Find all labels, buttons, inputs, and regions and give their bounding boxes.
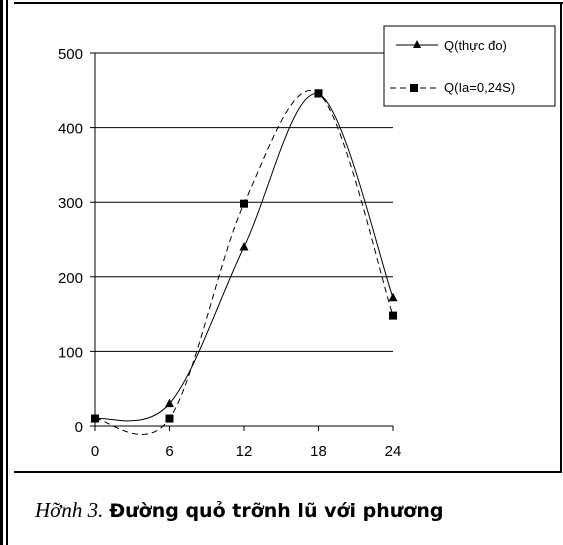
legend: Q(thực đo) Q(Ia=0,24S) bbox=[383, 25, 556, 107]
legend-marker-square bbox=[410, 84, 418, 92]
x-tick-label: 24 bbox=[385, 443, 402, 460]
left-border-outer bbox=[0, 0, 3, 545]
chart-bottom-border bbox=[14, 471, 562, 473]
data-point-triangle bbox=[239, 241, 249, 251]
legend-label-measured: Q(thực đo) bbox=[444, 38, 507, 53]
data-point-square bbox=[240, 199, 248, 208]
figure-caption: Hỡnh 3. Đường quỏ trỡnh lũ với phương bbox=[35, 498, 560, 523]
series bbox=[90, 89, 398, 435]
data-point-square bbox=[91, 414, 99, 423]
figure-label: Hỡnh 3. bbox=[35, 498, 104, 522]
axes: 0 100 200 300 400 500 0 6 12 18 24 bbox=[58, 46, 401, 460]
data-point-square bbox=[314, 89, 323, 98]
y-tick-label: 300 bbox=[58, 195, 83, 212]
data-point-square bbox=[389, 311, 397, 320]
data-point-square bbox=[165, 414, 174, 423]
x-tick-label: 18 bbox=[310, 443, 327, 460]
y-tick-label: 100 bbox=[58, 344, 83, 361]
series-line-1 bbox=[94, 93, 394, 422]
x-tick-label: 12 bbox=[236, 443, 253, 460]
series-line-2 bbox=[94, 90, 394, 435]
data-point-triangle bbox=[388, 292, 398, 302]
x-tick-label: 0 bbox=[91, 443, 99, 460]
legend-marker-triangle bbox=[413, 40, 421, 48]
y-tick-label: 400 bbox=[58, 121, 83, 138]
right-border bbox=[560, 2, 562, 472]
caption-text: Đường quỏ trỡnh lũ với phương bbox=[109, 500, 444, 522]
top-border bbox=[14, 2, 563, 4]
legend-label-simulated: Q(Ia=0,24S) bbox=[444, 80, 515, 95]
y-tick-label: 0 bbox=[75, 419, 83, 436]
left-border-inner bbox=[6, 0, 8, 545]
legend-box bbox=[383, 25, 556, 107]
y-tick-label: 500 bbox=[58, 46, 83, 63]
y-tick-label: 200 bbox=[58, 270, 83, 287]
x-tick-label: 6 bbox=[165, 443, 173, 460]
data-point-triangle bbox=[165, 398, 174, 408]
